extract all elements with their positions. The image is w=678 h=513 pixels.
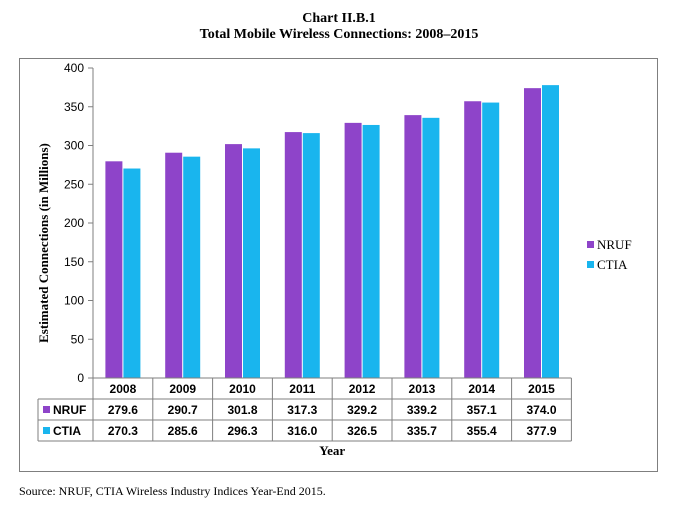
chart-title: Chart II.B.1 <box>302 11 376 26</box>
x-tick-label: 2015 <box>528 382 555 396</box>
y-tick-label: 400 <box>64 61 84 75</box>
data-label: 270.3 <box>108 424 138 438</box>
data-label: 374.0 <box>526 403 556 417</box>
x-tick-label: 2009 <box>169 382 196 396</box>
data-label: 357.1 <box>467 403 497 417</box>
table-series-label: NRUF <box>53 403 86 417</box>
bar-nruf <box>344 122 362 379</box>
bar-ctia <box>422 117 440 379</box>
bar-ctia <box>123 168 141 378</box>
data-label: 316.0 <box>287 424 317 438</box>
data-label: 355.4 <box>467 424 497 438</box>
table-legend-key <box>43 427 50 434</box>
y-axis-title: Estimated Connections (in Millions) <box>36 143 51 343</box>
bar-ctia <box>362 124 380 379</box>
bar-nruf <box>464 101 482 378</box>
y-tick-label: 150 <box>64 255 84 269</box>
data-label: 279.6 <box>108 403 138 417</box>
x-tick-label: 2012 <box>349 382 376 396</box>
data-label: 326.5 <box>347 424 377 438</box>
bar-ctia <box>542 85 559 378</box>
chart-frame <box>19 58 658 472</box>
bar-ctia <box>482 102 500 378</box>
data-label: 339.2 <box>407 403 437 417</box>
bar-nruf <box>404 115 422 379</box>
legend-swatch <box>587 261 594 268</box>
bar-nruf <box>284 132 302 378</box>
y-tick-label: 50 <box>71 332 85 346</box>
bar-ctia <box>243 148 260 378</box>
table-series-label: CTIA <box>53 424 81 438</box>
data-label: 296.3 <box>227 424 257 438</box>
data-label: 335.7 <box>407 424 437 438</box>
data-label: 377.9 <box>526 424 556 438</box>
y-tick-label: 0 <box>77 371 84 385</box>
bar-nruf <box>165 152 183 378</box>
bar-nruf <box>225 144 242 378</box>
y-tick-label: 250 <box>64 177 84 191</box>
x-tick-label: 2010 <box>229 382 256 396</box>
legend-label: CTIA <box>597 257 628 272</box>
legend-label: NRUF <box>597 237 632 252</box>
chart-subtitle: Total Mobile Wireless Connections: 2008–… <box>199 27 479 42</box>
data-label: 329.2 <box>347 403 377 417</box>
data-label: 285.6 <box>168 424 198 438</box>
y-tick-label: 200 <box>64 216 84 230</box>
x-tick-label: 2014 <box>468 382 495 396</box>
bar-ctia <box>302 133 320 378</box>
x-tick-label: 2013 <box>409 382 436 396</box>
legend-swatch <box>587 241 594 248</box>
bar-ctia <box>183 156 201 378</box>
bar-nruf <box>524 88 541 379</box>
data-label: 301.8 <box>227 403 257 417</box>
bar-nruf <box>105 161 123 378</box>
data-label: 317.3 <box>287 403 317 417</box>
data-label: 290.7 <box>168 403 198 417</box>
source-note: Source: NRUF, CTIA Wireless Industry Ind… <box>19 484 326 498</box>
x-tick-label: 2008 <box>110 382 137 396</box>
table-legend-key <box>43 406 50 413</box>
x-tick-label: 2011 <box>289 382 315 396</box>
y-tick-label: 100 <box>64 294 84 308</box>
x-axis-title: Year <box>319 443 345 458</box>
y-tick-label: 300 <box>64 139 84 153</box>
y-tick-label: 350 <box>64 100 84 114</box>
